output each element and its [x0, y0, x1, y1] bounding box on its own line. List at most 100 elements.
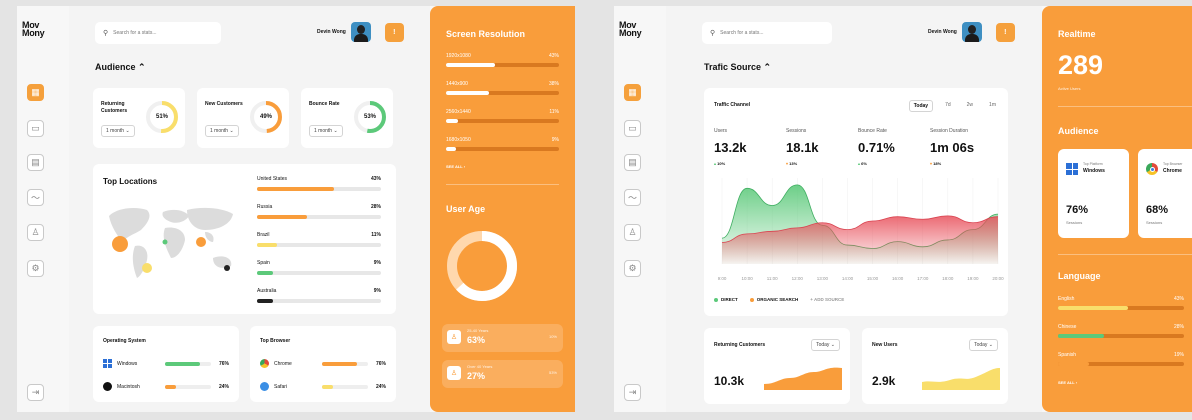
resolution-row[interactable]: 1920x1080 43%	[446, 53, 559, 59]
messages-icon[interactable]: ▭	[624, 120, 641, 137]
calendar-icon[interactable]: ▤	[624, 154, 641, 171]
x-tick-label: 12:00	[792, 276, 804, 281]
map-marker-spain[interactable]	[162, 239, 168, 245]
os-bar-fill	[165, 384, 177, 389]
kpi-delta-value: 6%	[861, 161, 867, 166]
see-all-link[interactable]: SEE ALL ›	[1058, 380, 1078, 385]
os-row[interactable]: Windows 76%	[103, 359, 229, 368]
browser-name: Chrome	[274, 360, 292, 367]
age-group[interactable]: ♙ 25-40 Years 63% 10%	[442, 324, 563, 352]
tab-today[interactable]: Today	[908, 100, 934, 112]
kpi-label: Users	[714, 128, 728, 134]
resolution-row[interactable]: 2560x1440 11%	[446, 109, 559, 115]
language-row[interactable]: English 43%	[1058, 296, 1184, 302]
map-marker-brazil[interactable]	[142, 263, 152, 273]
os-row[interactable]: Macintosh 24%	[103, 382, 229, 391]
location-bar	[257, 187, 381, 191]
traffic-title-text: Trafic Source	[704, 62, 762, 72]
age-group[interactable]: ♙ Over 40 Years 27% 53%	[442, 360, 563, 388]
period-select[interactable]: 1 month ⌄	[205, 125, 239, 137]
location-row[interactable]: Russia 28%	[257, 204, 381, 210]
messages-icon[interactable]: ▭	[27, 120, 44, 137]
browser-row[interactable]: Chrome 76%	[260, 359, 386, 368]
traffic-source-title[interactable]: Trafic Source ⌃	[704, 62, 772, 72]
user-icon[interactable]: ♙	[27, 224, 44, 241]
location-percent: 43%	[370, 176, 381, 182]
map-marker-australia[interactable]	[224, 265, 230, 271]
active-count: 289	[1058, 50, 1104, 80]
platform-name: Windows	[1083, 168, 1105, 174]
browser-percent: 68%	[1146, 204, 1169, 216]
map-marker-russia[interactable]	[196, 237, 206, 247]
audience-title[interactable]: Audience ⌃	[95, 62, 146, 72]
series-line-1	[721, 215, 999, 243]
tab-7d[interactable]: 7d	[945, 102, 951, 108]
legend-item[interactable]: DIRECT	[714, 297, 738, 302]
main-content: ⚲ Search for a stats... Devin Wong ! Tra…	[666, 6, 1042, 412]
period-select[interactable]: 1 month ⌄	[101, 125, 135, 137]
user-icon[interactable]: ♙	[624, 224, 641, 241]
audience-donut: 53%	[353, 100, 387, 134]
period-select[interactable]: Today ⌄	[969, 339, 998, 351]
audience-percent: 49%	[259, 114, 272, 120]
legend-label: ORGANIC SEARCH	[756, 297, 799, 302]
resolution-row[interactable]: 1440x900 38%	[446, 81, 559, 87]
locations-title: Top Locations	[103, 177, 158, 186]
period-select[interactable]: 1 month ⌄	[309, 125, 343, 137]
notification-icon[interactable]: !	[384, 22, 404, 42]
location-row[interactable]: Spain 9%	[257, 260, 381, 266]
location-percent: 9%	[373, 260, 381, 266]
location-row[interactable]: Australia 9%	[257, 288, 381, 294]
kpi-label: Session Duration	[930, 128, 969, 134]
language-row[interactable]: Spanish 19%	[1058, 352, 1184, 358]
tab-1m[interactable]: 1m	[989, 102, 996, 108]
resolution-row[interactable]: 1680x1050 9%	[446, 137, 559, 143]
analytics-icon[interactable]: 〜	[624, 189, 641, 206]
x-tick-label: 19:00	[967, 276, 979, 281]
browser-bar	[322, 361, 368, 366]
returning-value: 10.3k	[714, 374, 745, 388]
resolution-percent: 9%	[551, 137, 559, 143]
notification-icon[interactable]: !	[995, 22, 1015, 42]
audience-title: Audience	[1058, 126, 1099, 136]
kpi-label: Sessions	[786, 128, 807, 134]
dashboard-icon[interactable]: ▦	[27, 84, 44, 101]
analytics-icon[interactable]: 〜	[27, 189, 44, 206]
tab-2w[interactable]: 2w	[966, 102, 974, 108]
search-input[interactable]: ⚲ Search for a stats...	[702, 22, 832, 44]
see-all-link[interactable]: SEE ALL ›	[446, 164, 466, 169]
dashboard-icon[interactable]: ▦	[624, 84, 641, 101]
browser-row[interactable]: Safari 24%	[260, 382, 386, 391]
user-profile[interactable]: Devin Wong !	[317, 22, 404, 42]
legend-item[interactable]: + ADD SOURCE	[810, 297, 844, 302]
new-users-card: New Users Today ⌄ 2.9k	[862, 328, 1008, 404]
see-all-text: SEE ALL	[1058, 380, 1075, 385]
language-row[interactable]: Chinese 28%	[1058, 324, 1184, 330]
returning-customers-card: Returning Customers Today ⌄ 10.3k	[704, 328, 850, 404]
legend-label: DIRECT	[721, 297, 738, 302]
legend-item[interactable]: ORGANIC SEARCH	[749, 297, 799, 302]
user-profile[interactable]: Devin Wong !	[928, 22, 1015, 42]
settings-icon[interactable]: ⚙	[27, 260, 44, 277]
resolution-name: 1920x1080	[446, 53, 471, 59]
logout-icon[interactable]: ⇥	[624, 384, 641, 401]
calendar-icon[interactable]: ▤	[27, 154, 44, 171]
top-locations-card: Top Locations United States 43% Russi	[93, 164, 396, 314]
settings-icon[interactable]: ⚙	[624, 260, 641, 277]
period-select[interactable]: Today ⌄	[811, 339, 840, 351]
kpi: Sessions 18.1k ▾ 13%	[786, 128, 848, 166]
search-placeholder: Search for a stats...	[113, 30, 157, 36]
safari-icon	[260, 382, 269, 391]
location-row[interactable]: United States 43%	[257, 176, 381, 182]
user-icon: ♙	[447, 330, 461, 344]
search-input[interactable]: ⚲ Search for a stats...	[95, 22, 221, 44]
divider	[446, 184, 559, 185]
map-marker-us[interactable]	[112, 236, 128, 252]
logout-icon[interactable]: ⇥	[27, 384, 44, 401]
audience-card-label: Bounce Rate	[309, 101, 340, 107]
top-browser-card[interactable]: Top Browser Chrome 68% Sessions	[1138, 149, 1192, 238]
os-title: Operating System	[103, 338, 146, 344]
chrome-icon	[1146, 163, 1158, 175]
location-row[interactable]: Brazil 11%	[257, 232, 381, 238]
top-platform-card[interactable]: Top Platform Windows 76% Sessions	[1058, 149, 1129, 238]
